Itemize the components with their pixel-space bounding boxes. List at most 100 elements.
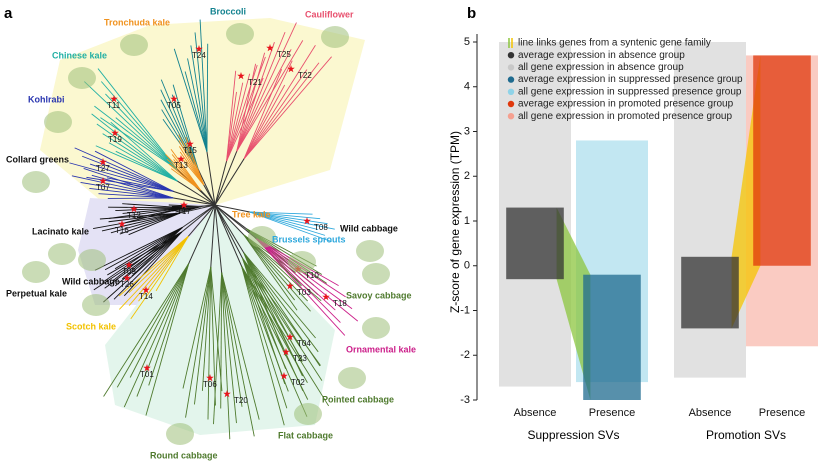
branch (255, 238, 346, 336)
group-label: Collard greens (6, 154, 69, 164)
plant-image (120, 34, 148, 56)
branch (207, 266, 212, 420)
node-label: T23 (293, 354, 307, 363)
branch (243, 234, 296, 301)
branch (100, 117, 178, 170)
branch (80, 181, 174, 199)
branch (243, 69, 308, 160)
branch (74, 147, 174, 192)
branch (206, 43, 209, 152)
star (237, 72, 245, 80)
legend-marker (507, 100, 515, 108)
branch (104, 231, 183, 289)
branch (116, 263, 190, 388)
y-tick-label: -2 (460, 349, 470, 361)
branch (236, 22, 297, 152)
group-label: Round cabbage (150, 450, 218, 460)
branch (102, 133, 178, 182)
branch (210, 204, 216, 267)
group-label: Cauliflower (305, 9, 354, 19)
branch (84, 81, 178, 170)
plant-image (356, 240, 384, 262)
star (266, 44, 274, 52)
branch (86, 176, 174, 192)
branch (241, 266, 308, 417)
branch (190, 45, 208, 152)
branch (170, 148, 202, 191)
expression-range (681, 256, 739, 329)
node-label: T26 (120, 280, 134, 289)
branch (241, 266, 308, 383)
branch (236, 40, 304, 152)
branch (104, 227, 183, 271)
group-label: Ornamental kale (346, 344, 416, 354)
group-label: Brussels sprouts (272, 234, 346, 244)
branch (241, 266, 288, 409)
branch (187, 58, 208, 152)
branch (226, 82, 244, 162)
branch (114, 227, 183, 270)
plant-image (294, 403, 322, 425)
star (286, 282, 294, 290)
star (143, 364, 151, 372)
plant-image (82, 294, 110, 316)
branch (243, 252, 319, 353)
branch (91, 174, 174, 199)
node-label: T24 (192, 51, 206, 60)
branch (182, 266, 212, 389)
group-label: Promotion SVs (706, 428, 786, 442)
branch (181, 204, 216, 233)
branch (201, 266, 212, 391)
node-label: T22 (298, 71, 312, 80)
node-label: T09 (122, 267, 136, 276)
node-label: T10 (305, 271, 319, 280)
branch (103, 231, 183, 303)
branch (136, 263, 190, 397)
branch (256, 238, 353, 310)
branch (220, 272, 223, 409)
branch (255, 238, 341, 323)
branch (214, 204, 245, 236)
plant-image (362, 263, 390, 285)
group-label: Tree kale (232, 209, 271, 219)
y-axis-label: Z-score of gene expression (TPM) (448, 131, 462, 313)
node-label: T21 (248, 78, 262, 87)
star (99, 177, 107, 185)
branch (118, 235, 189, 297)
branch (172, 84, 199, 170)
branch (81, 155, 174, 192)
branch (98, 193, 174, 199)
star (170, 95, 178, 103)
node-label: T16 (115, 226, 129, 235)
branch (203, 184, 216, 206)
star (303, 217, 311, 225)
x-tick-label: Absence (514, 407, 557, 419)
tree (69, 19, 359, 440)
branch (123, 263, 190, 408)
star (195, 45, 203, 53)
branch (226, 70, 237, 162)
branch (236, 31, 286, 152)
branch (115, 150, 178, 182)
branch (99, 212, 181, 220)
plant-image (288, 251, 316, 273)
branch (177, 180, 216, 206)
branch (119, 235, 189, 310)
y-tick-label: 0 (464, 260, 470, 272)
branch (83, 168, 174, 199)
branch (243, 69, 283, 159)
panel-label: a (4, 5, 13, 22)
branch (173, 197, 216, 206)
branch (93, 231, 182, 291)
branch (182, 204, 216, 228)
branch (107, 231, 182, 276)
expression-range (753, 55, 811, 266)
branch (178, 134, 205, 186)
star (99, 158, 107, 166)
branch (123, 231, 183, 297)
node-label: T02 (291, 378, 305, 387)
branch (226, 56, 266, 162)
node-label: T18 (333, 299, 347, 308)
branch (173, 48, 208, 152)
branch (130, 235, 189, 320)
